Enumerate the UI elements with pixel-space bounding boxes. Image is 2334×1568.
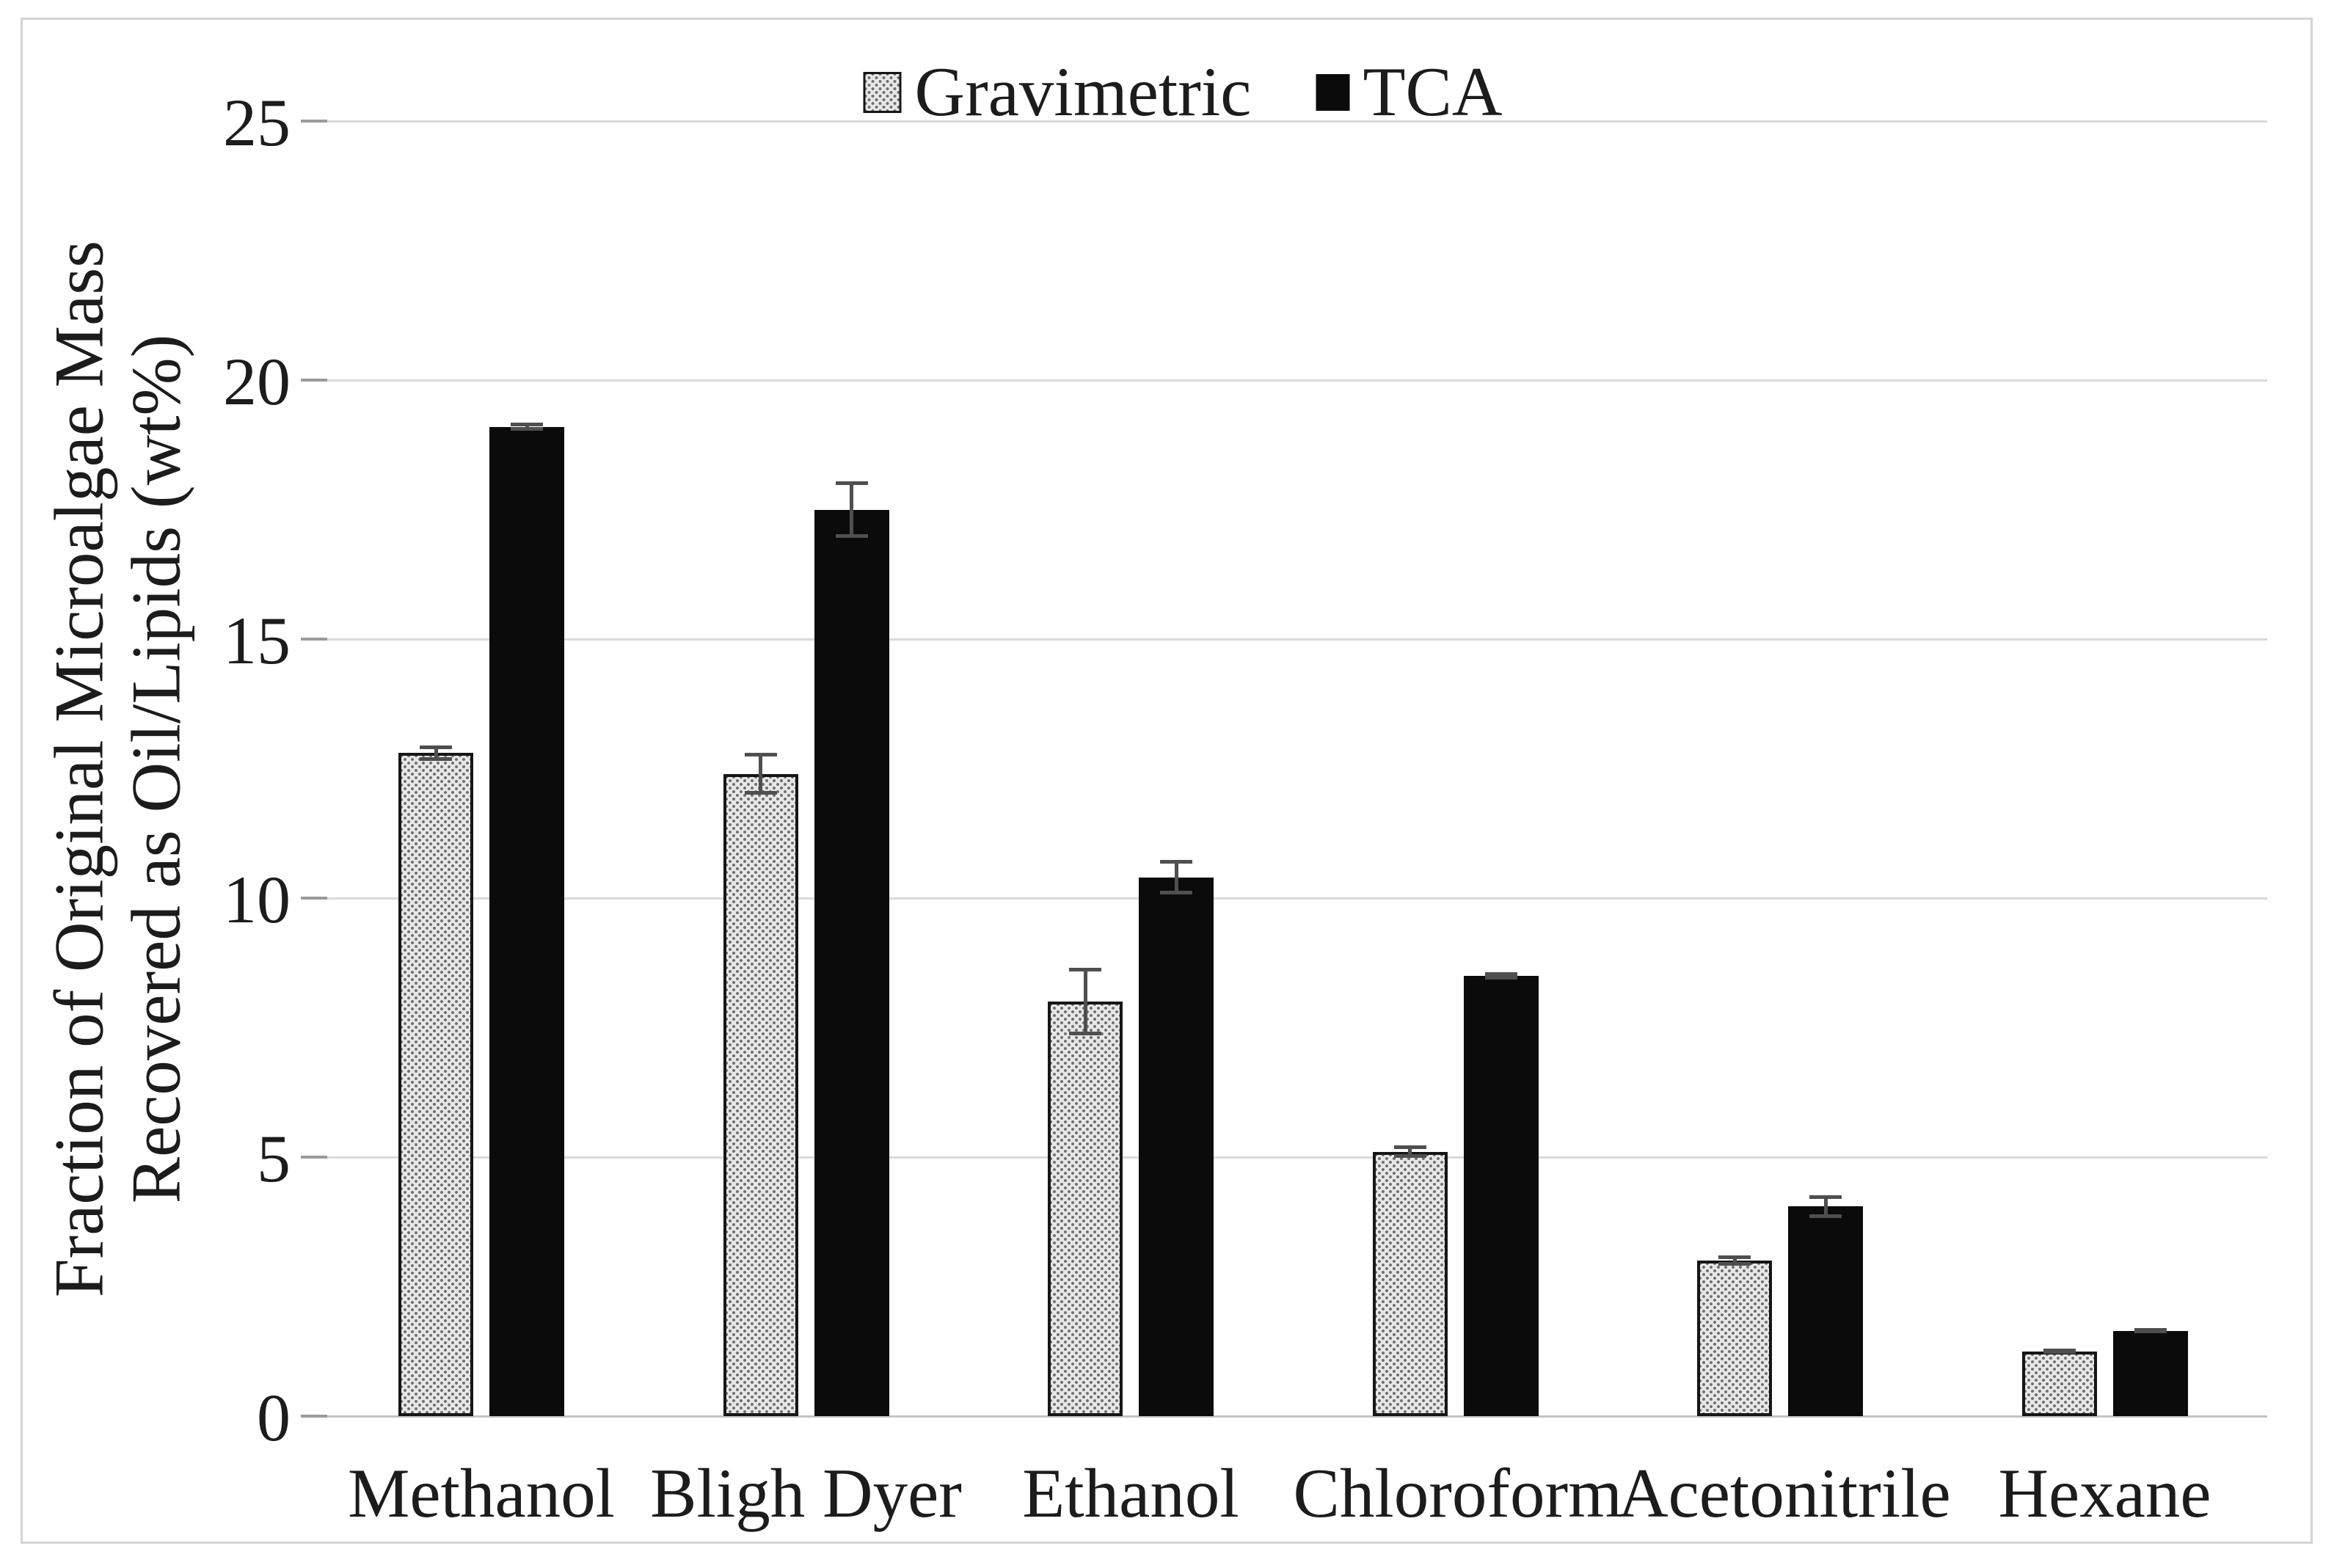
error-bar-line: [1408, 1145, 1412, 1159]
x-category-label-acetonitrile: Acetonitrile: [1618, 1454, 1951, 1532]
y-tick-label-25: 25: [223, 85, 291, 160]
legend-label-gravimetric: Gravimetric: [914, 53, 1252, 131]
bar-tca-hexane: [2112, 1330, 2188, 1416]
error-bar-tca-ethanol: [1160, 860, 1193, 895]
error-bar-tca-methanol: [511, 422, 544, 431]
legend-item-gravimetric: Gravimetric: [863, 53, 1252, 131]
error-bar-gravimetric-chloroform: [1393, 1145, 1426, 1159]
y-tick-label-15: 15: [223, 603, 291, 678]
y-tick-mark-25: [301, 120, 327, 123]
error-bar-gravimetric-bligh-dyer: [744, 753, 777, 795]
error-bar-gravimetric-hexane: [2043, 1349, 2076, 1354]
error-bar-tca-bligh-dyer: [835, 481, 868, 539]
gridline-y5: [319, 1156, 2267, 1159]
legend-label-tca: TCA: [1363, 53, 1503, 131]
error-bar-tca-chloroform: [1484, 971, 1517, 980]
y-axis-title-text-line2: Recovered as Oil/Lipids (wt%): [117, 334, 195, 1204]
y-tick-mark-15: [301, 638, 327, 641]
x-category-label-bligh-dyer: Bligh Dyer: [650, 1454, 962, 1532]
error-bar-line: [1823, 1195, 1828, 1218]
error-bar-line: [1083, 968, 1087, 1036]
bar-gravimetric-chloroform: [1372, 1151, 1448, 1416]
bar-gravimetric-methanol: [398, 753, 474, 1416]
y-tick-label-10: 10: [223, 862, 291, 937]
chart-legend: Gravimetric TCA: [863, 53, 1502, 131]
y-tick-mark-20: [301, 379, 327, 382]
x-category-label-methanol: Methanol: [347, 1454, 616, 1532]
error-bar-line: [525, 422, 529, 431]
error-bar-cap-bottom: [1069, 1032, 1102, 1036]
y-tick-mark-10: [301, 897, 327, 900]
error-bar-cap-bottom: [1393, 1154, 1426, 1159]
error-bar-gravimetric-acetonitrile: [1718, 1255, 1751, 1266]
error-bar-cap-bottom: [1809, 1214, 1842, 1218]
y-tick-label-0: 0: [257, 1380, 291, 1455]
bar-gravimetric-bligh-dyer: [723, 773, 798, 1416]
legend-swatch-gravimetric-icon: [863, 71, 902, 113]
error-bar-cap-bottom: [511, 427, 544, 431]
bar-tca-chloroform: [1463, 975, 1539, 1416]
gridline-y20: [319, 379, 2267, 382]
error-bar-cap-bottom: [1484, 975, 1517, 980]
error-bar-cap-bottom: [835, 534, 868, 539]
error-bar-tca-hexane: [2134, 1327, 2167, 1334]
y-tick-mark-0: [301, 1415, 327, 1418]
error-bar-cap-bottom: [1160, 891, 1193, 895]
y-tick-label-5: 5: [257, 1121, 291, 1196]
error-bar-tca-acetonitrile: [1809, 1195, 1842, 1218]
legend-item-tca: TCA: [1316, 57, 1502, 127]
error-bar-cap-bottom: [2043, 1350, 2076, 1354]
error-bar-line: [1732, 1255, 1737, 1266]
x-category-label-hexane: Hexane: [1998, 1454, 2211, 1532]
gridline-y10: [319, 897, 2267, 900]
error-bar-gravimetric-methanol: [420, 745, 453, 761]
bar-gravimetric-ethanol: [1048, 1002, 1123, 1416]
bar-tca-methanol: [489, 426, 565, 1416]
x-category-label-chloroform: Chloroform: [1293, 1454, 1623, 1532]
error-bar-line: [759, 753, 763, 795]
gridline-y15: [319, 638, 2267, 641]
error-bar-cap-bottom: [2134, 1330, 2167, 1334]
bar-tca-acetonitrile: [1788, 1206, 1864, 1416]
bar-tca-bligh-dyer: [814, 509, 889, 1416]
error-bar-line: [850, 481, 854, 539]
y-axis-title-text-line1: Fraction of Original Microalgae Mass: [40, 240, 118, 1298]
legend-swatch-tca-icon: [1316, 73, 1350, 111]
x-axis-line: [319, 1415, 2267, 1418]
bar-tca-ethanol: [1139, 877, 1214, 1416]
y-tick-mark-5: [301, 1156, 327, 1159]
y-tick-label-20: 20: [223, 344, 291, 419]
bar-gravimetric-hexane: [2021, 1351, 2097, 1416]
error-bar-cap-bottom: [744, 790, 777, 795]
error-bar-line: [434, 745, 438, 761]
error-bar-line: [1174, 860, 1178, 895]
error-bar-cap-bottom: [1718, 1262, 1751, 1266]
error-bar-cap-bottom: [420, 756, 453, 761]
x-category-label-ethanol: Ethanol: [1022, 1454, 1239, 1532]
gridline-y25: [319, 120, 2267, 123]
bar-gravimetric-acetonitrile: [1697, 1261, 1773, 1416]
error-bar-gravimetric-ethanol: [1069, 968, 1102, 1036]
